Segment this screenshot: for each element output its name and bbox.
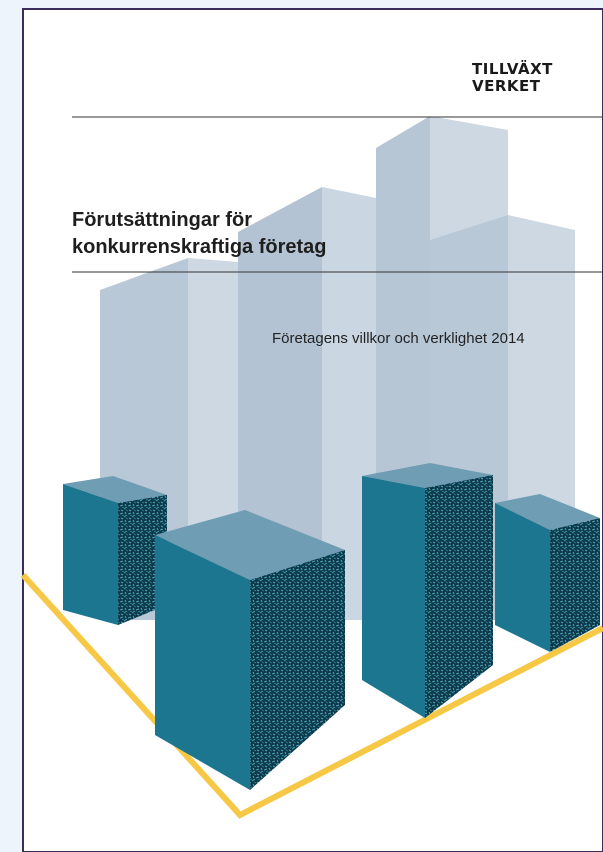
- title-line: Förutsättningar för: [72, 209, 252, 231]
- page: TILLVÄXT VERKET Förutsättningar för konk…: [0, 0, 603, 852]
- title-line: konkurrenskraftiga företag: [72, 236, 327, 258]
- logo-line: VERKET: [472, 77, 541, 95]
- subtitle: Företagens villkor och verklighet 2014: [272, 330, 525, 347]
- cover: TILLVÄXT VERKET Förutsättningar för konk…: [0, 0, 603, 852]
- logo-line: TILLVÄXT: [472, 59, 553, 78]
